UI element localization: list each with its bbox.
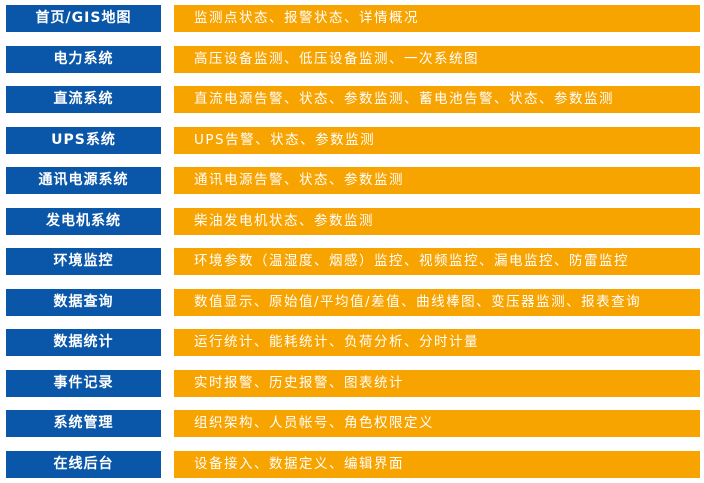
category-label: 通讯电源系统: [6, 167, 161, 194]
category-description: 运行统计、能耗统计、负荷分析、分时计量: [174, 329, 700, 356]
category-description: 监测点状态、报警状态、详情概况: [174, 5, 700, 32]
category-description: 高压设备监测、低压设备监测、一次系统图: [174, 45, 700, 73]
feature-row: 数据查询 数值显示、原始值/平均值/差值、曲线棒图、变压器监测、报表查询: [0, 288, 704, 316]
feature-row: 系统管理 组织架构、人员帐号、角色权限定义: [0, 410, 704, 437]
feature-row: 数据统计 运行统计、能耗统计、负荷分析、分时计量: [0, 329, 704, 356]
category-description: 数值显示、原始值/平均值/差值、曲线棒图、变压器监测、报表查询: [174, 288, 700, 316]
category-description: 环境参数（温湿度、烟感）监控、视频监控、漏电监控、防雷监控: [174, 248, 700, 275]
feature-row: 电力系统 高压设备监测、低压设备监测、一次系统图: [0, 45, 704, 73]
category-description: 实时报警、历史报警、图表统计: [174, 369, 700, 397]
category-description: 通讯电源告警、状态、参数监测: [174, 167, 700, 194]
feature-row: UPS系统 UPS告警、状态、参数监测: [0, 126, 704, 154]
category-description: 直流电源告警、状态、参数监测、蓄电池告警、状态、参数监测: [174, 86, 700, 113]
category-label: 在线后台: [6, 450, 161, 478]
feature-row: 环境监控 环境参数（温湿度、烟感）监控、视频监控、漏电监控、防雷监控: [0, 248, 704, 275]
feature-row: 首页/GIS地图 监测点状态、报警状态、详情概况: [0, 5, 704, 32]
category-label: 数据统计: [6, 329, 161, 356]
feature-row: 事件记录 实时报警、历史报警、图表统计: [0, 369, 704, 397]
feature-row: 在线后台 设备接入、数据定义、编辑界面: [0, 450, 704, 478]
feature-row: 直流系统 直流电源告警、状态、参数监测、蓄电池告警、状态、参数监测: [0, 86, 704, 113]
category-label: 环境监控: [6, 248, 161, 275]
category-label: 事件记录: [6, 369, 161, 397]
feature-row: 通讯电源系统 通讯电源告警、状态、参数监测: [0, 167, 704, 194]
category-label: 系统管理: [6, 410, 161, 437]
category-label: 发电机系统: [6, 207, 161, 235]
category-description: 柴油发电机状态、参数监测: [174, 207, 700, 235]
category-label: 数据查询: [6, 288, 161, 316]
feature-row: 发电机系统 柴油发电机状态、参数监测: [0, 207, 704, 235]
category-description: 组织架构、人员帐号、角色权限定义: [174, 410, 700, 437]
category-label: 直流系统: [6, 86, 161, 113]
category-label: 首页/GIS地图: [6, 5, 161, 32]
category-label: 电力系统: [6, 45, 161, 73]
category-description: UPS告警、状态、参数监测: [174, 126, 700, 154]
category-description: 设备接入、数据定义、编辑界面: [174, 450, 700, 478]
category-label: UPS系统: [6, 126, 161, 154]
